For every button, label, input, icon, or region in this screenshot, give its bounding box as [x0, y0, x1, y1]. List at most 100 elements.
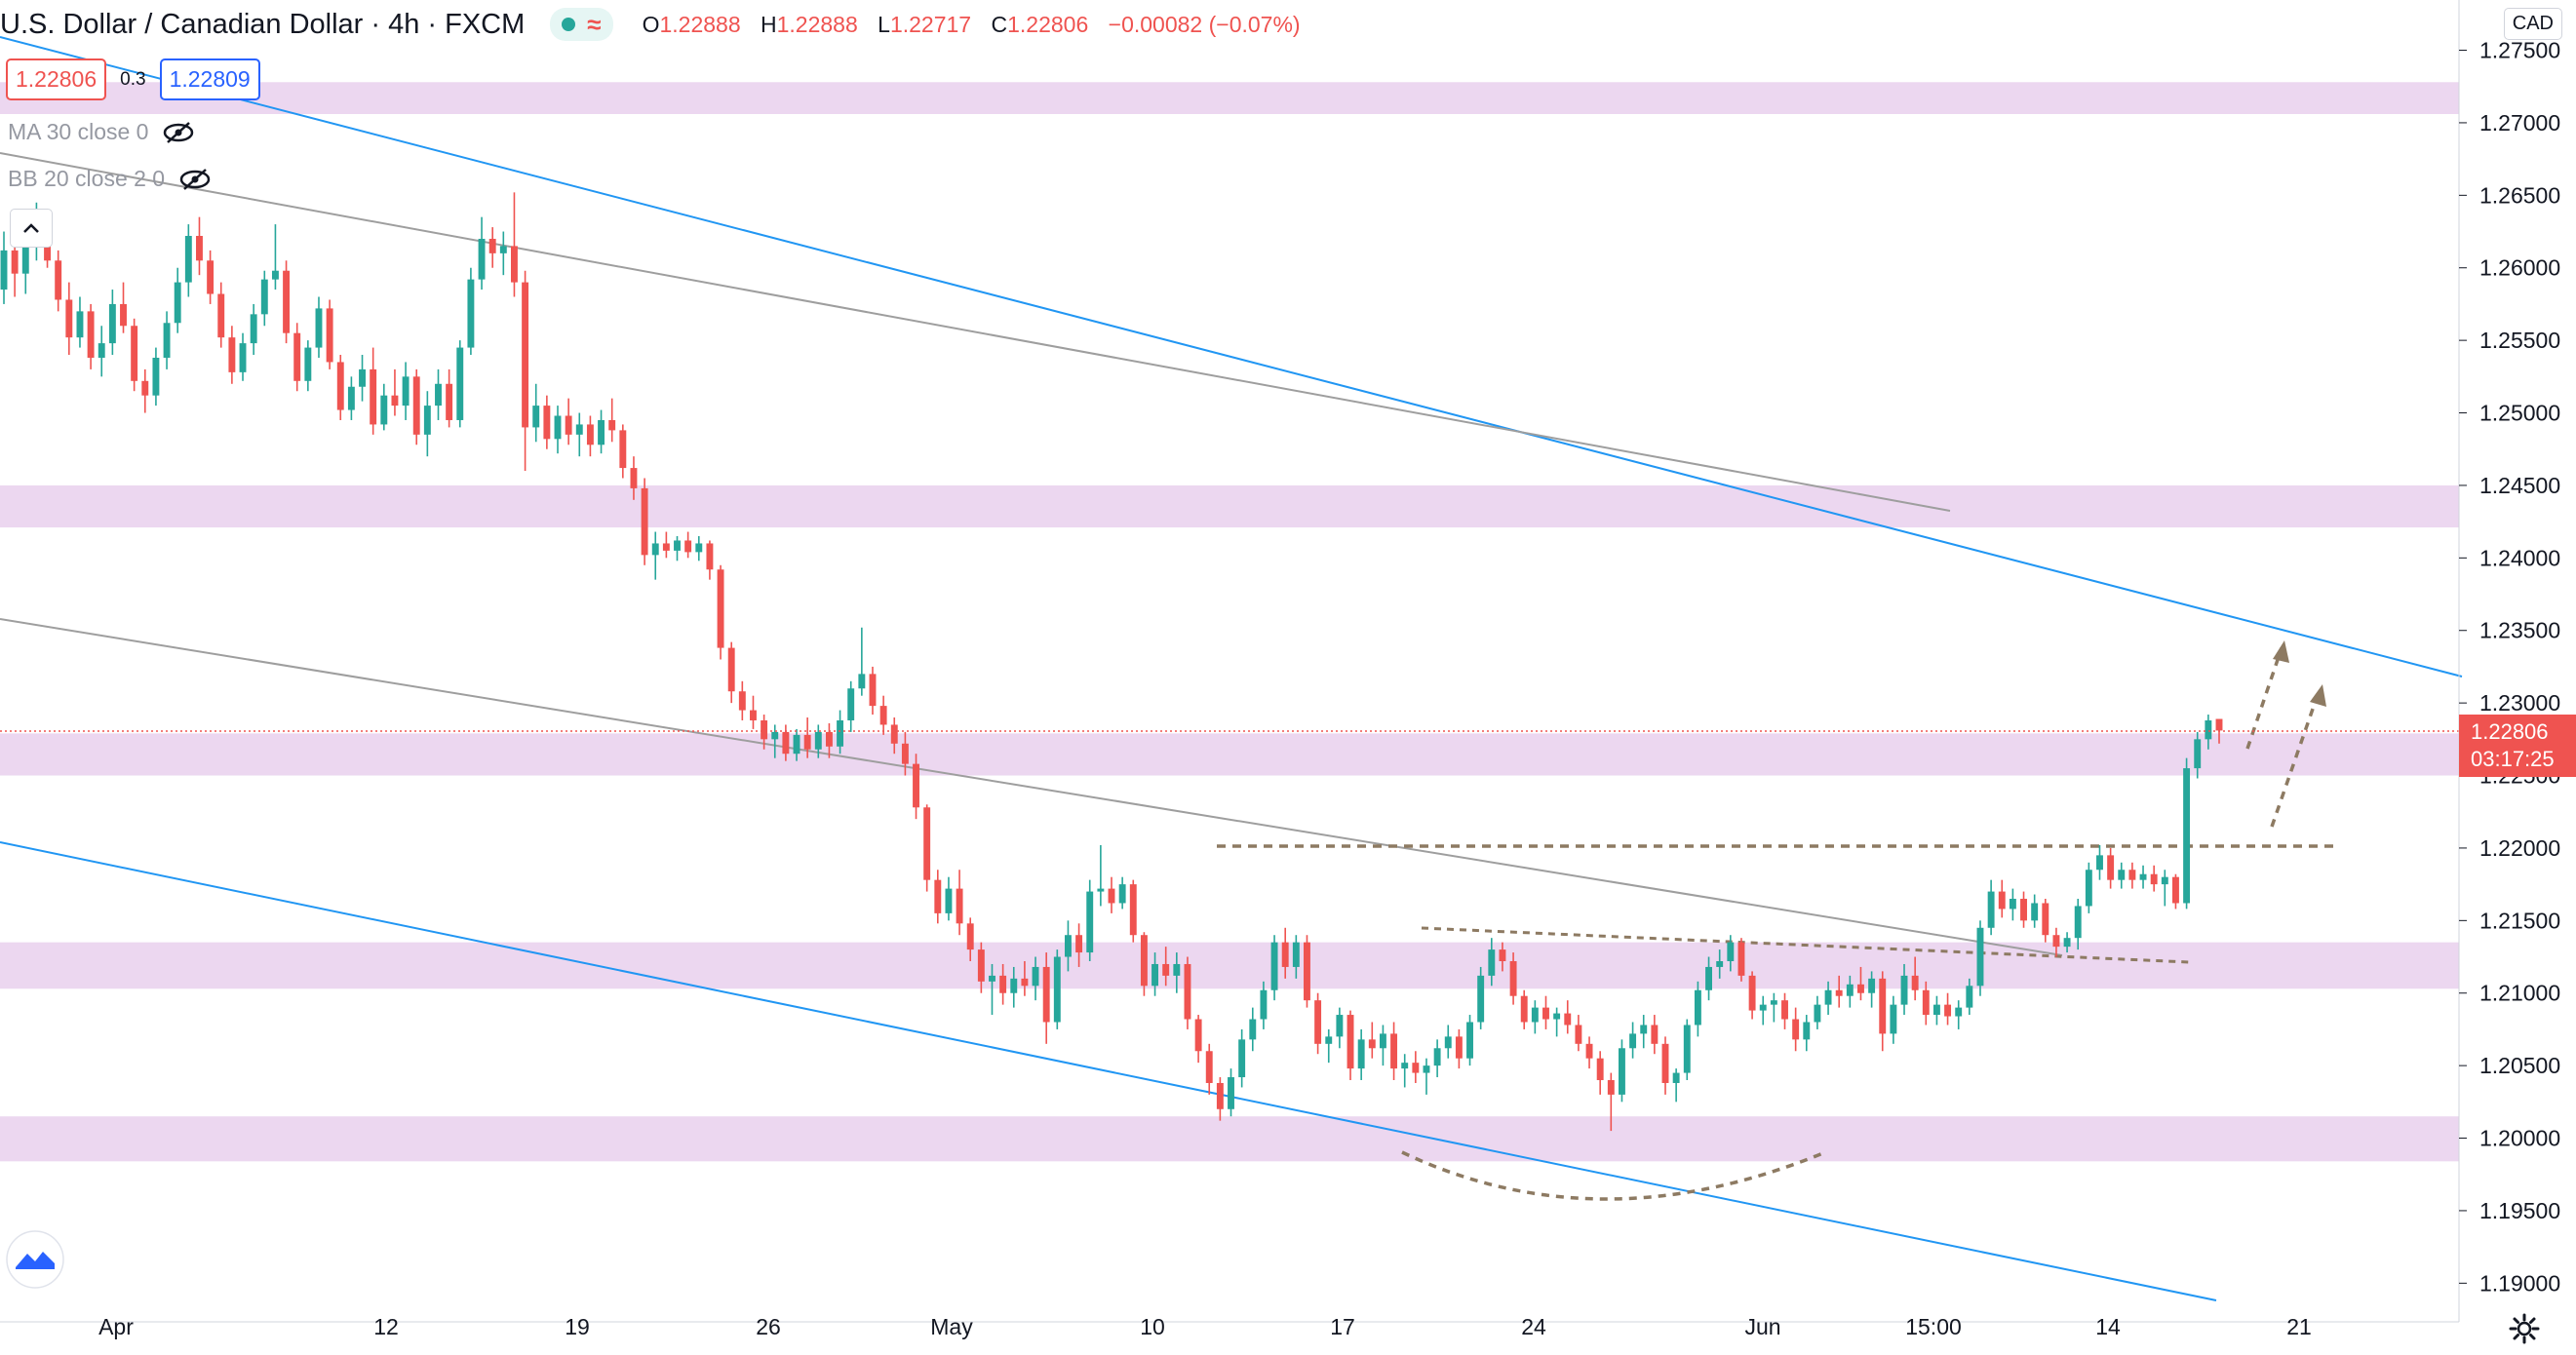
candle: [1129, 879, 1137, 943]
candle-body: [1932, 1004, 1940, 1016]
candle-body: [1966, 986, 1973, 1008]
candle-body: [1260, 989, 1268, 1020]
candle: [87, 303, 95, 369]
zone-0: [0, 82, 2459, 115]
candle: [869, 666, 877, 716]
candle: [793, 728, 800, 761]
candle: [196, 216, 203, 276]
candle: [2085, 862, 2092, 913]
candle: [2205, 715, 2212, 750]
projection-arrowhead-2: [2310, 684, 2326, 707]
candle-body: [391, 395, 399, 406]
candle: [2063, 932, 2071, 953]
candle-body: [2063, 938, 2071, 948]
candle-body: [814, 731, 822, 750]
candle-body: [1390, 1033, 1398, 1069]
candle: [1542, 995, 1549, 1029]
candle-body: [847, 688, 855, 720]
candle-body: [1184, 963, 1191, 1020]
candle-body: [1075, 935, 1083, 953]
candle: [152, 347, 160, 406]
candle-body: [1151, 963, 1159, 987]
projection-arrow-2: [2270, 691, 2321, 828]
candle: [847, 680, 855, 732]
rounded-bottom-arc: [1401, 1150, 1826, 1201]
candle: [1401, 1054, 1409, 1088]
eye-hidden-icon[interactable]: [178, 168, 212, 191]
candle: [706, 540, 714, 580]
market-status-pill[interactable]: ≈: [550, 8, 613, 41]
time-tick-label: 10: [1140, 1314, 1165, 1339]
price-tick-label: 1.21000: [2479, 981, 2560, 1006]
candle-body: [1911, 975, 1919, 990]
candle-body: [1086, 891, 1094, 953]
candle-body: [2118, 870, 2126, 880]
indicator-bb[interactable]: BB 20 close 2 0: [8, 166, 212, 192]
time-tick-label: Apr: [98, 1314, 134, 1339]
time-tick-label: 14: [2095, 1314, 2121, 1339]
candle: [456, 340, 464, 428]
candle: [1064, 920, 1072, 972]
price-tick-label: 1.27000: [2479, 110, 2560, 136]
candle: [1661, 1036, 1669, 1095]
candle-body: [1140, 935, 1148, 987]
candle-body: [1705, 966, 1713, 990]
candle: [1238, 1028, 1246, 1088]
candle-body: [1748, 975, 1756, 1011]
collapse-legend-button[interactable]: [10, 209, 53, 248]
candle-body: [641, 487, 648, 556]
candle-body: [1304, 942, 1310, 1001]
candle-body: [1716, 960, 1724, 967]
candle: [1727, 935, 1735, 972]
buy-button[interactable]: 1.22809: [159, 58, 260, 100]
candle-body: [2096, 855, 2103, 871]
candle-body: [76, 311, 84, 338]
tradingview-logo[interactable]: [6, 1230, 64, 1294]
candle-body: [2107, 855, 2115, 880]
candle: [1672, 1068, 1680, 1103]
spread-value: 0.3: [120, 68, 146, 90]
last-price-label: 1.22806 03:17:25: [2459, 715, 2576, 777]
candle-body: [1216, 1082, 1224, 1109]
candle: [814, 724, 822, 758]
candle-body: [1444, 1036, 1452, 1049]
candle: [1879, 971, 1887, 1052]
candle: [391, 368, 399, 416]
candle: [1955, 1000, 1963, 1029]
candle-body: [2031, 903, 2039, 921]
candle-body: [1803, 1022, 1811, 1040]
candle: [2096, 844, 2103, 880]
eye-hidden-icon[interactable]: [162, 121, 195, 144]
candle: [1194, 1015, 1202, 1064]
candle: [1976, 920, 1984, 996]
symbol-title[interactable]: U.S. Dollar / Canadian Dollar · 4h · FXC…: [0, 8, 526, 40]
candle: [989, 963, 995, 1016]
candle: [131, 318, 138, 392]
candle-body: [913, 763, 919, 808]
currency-tag[interactable]: CAD: [2503, 8, 2562, 40]
candle: [1705, 956, 1713, 1001]
indicator-ma[interactable]: MA 30 close 0: [8, 119, 195, 145]
candle: [1053, 949, 1061, 1029]
candle: [543, 395, 551, 449]
candle-body: [370, 368, 377, 425]
candle: [1759, 995, 1767, 1026]
candle: [1846, 975, 1854, 1008]
candle-body: [662, 543, 670, 551]
candle-body: [1879, 978, 1887, 1034]
candle-body: [478, 238, 486, 280]
candle: [2118, 862, 2126, 889]
candle: [1911, 956, 1919, 1001]
chart-settings-button[interactable]: [2508, 1312, 2541, 1350]
candle-body: [1770, 1000, 1777, 1005]
candle-body: [1466, 1022, 1473, 1059]
candle-body: [87, 311, 95, 358]
ohlc-values: O1.22888 H1.22888 L1.22717 C1.22806 −0.0…: [643, 12, 1314, 38]
candle-body: [239, 343, 247, 372]
candle: [207, 250, 215, 304]
sell-button[interactable]: 1.22806: [6, 58, 107, 100]
candle: [0, 231, 8, 304]
candle-body: [2042, 903, 2049, 936]
open-label: O: [642, 11, 660, 37]
